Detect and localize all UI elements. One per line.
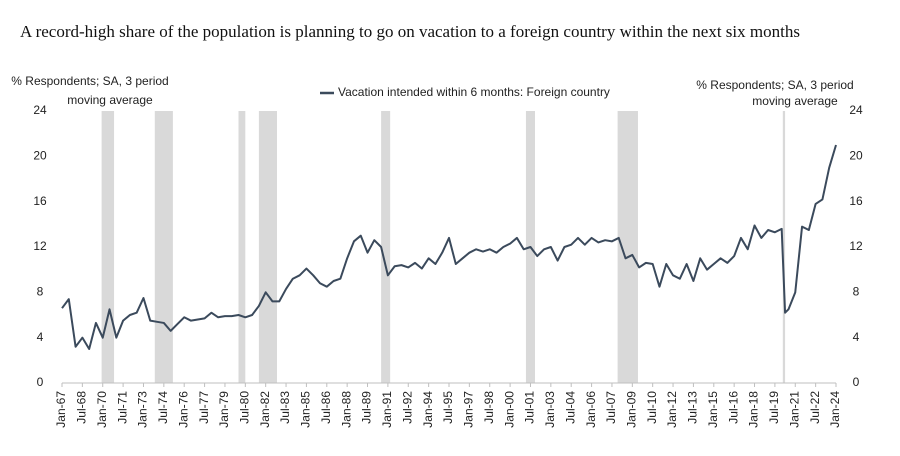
x-tick-label: Jul-83 <box>278 391 292 424</box>
x-tick-label: Jan-24 <box>828 391 842 428</box>
x-tick-label: Jul-19 <box>767 391 781 424</box>
x-tick-label: Jul-86 <box>319 391 333 424</box>
x-tick-label: Jul-13 <box>686 391 700 424</box>
y2-tick-label: 24 <box>849 103 863 117</box>
x-tick-label: Jan-85 <box>299 391 313 428</box>
x-tick-label: Jul-74 <box>156 391 170 424</box>
x-tick-label: Jul-16 <box>726 391 740 424</box>
x-tick-label: Jan-94 <box>421 391 435 428</box>
x-tick-label: Jan-79 <box>217 391 231 428</box>
x-tick-label: Jul-10 <box>645 391 659 424</box>
x-tick-label: Jul-68 <box>75 391 89 424</box>
x-tick-label: Jul-95 <box>441 391 455 424</box>
recession-band <box>238 111 246 383</box>
x-tick-label: Jan-67 <box>54 391 68 428</box>
x-tick-label: Jul-92 <box>400 391 414 424</box>
y-tick-label: 24 <box>33 103 47 117</box>
x-tick-label: Jan-03 <box>543 391 557 428</box>
y2-axis-label: % Respondents; SA, 3 period <box>696 78 853 92</box>
x-tick-label: Jan-91 <box>380 391 394 428</box>
y2-tick-label: 20 <box>849 149 863 163</box>
y-tick-label: 16 <box>33 194 47 208</box>
x-tick-label: Jan-21 <box>787 391 801 428</box>
x-tick-label: Jan-12 <box>665 391 679 428</box>
x-tick-label: Jul-98 <box>482 391 496 424</box>
x-tick-label: Jul-22 <box>808 391 822 424</box>
y2-tick-label: 0 <box>853 375 860 389</box>
x-tick-label: Jul-89 <box>360 391 374 424</box>
y-axis-label: moving average <box>67 93 153 107</box>
y2-tick-label: 12 <box>849 239 863 253</box>
y-tick-label: 20 <box>33 149 47 163</box>
recession-band <box>381 111 391 383</box>
y2-tick-label: 16 <box>849 194 863 208</box>
x-tick-label: Jan-76 <box>176 391 190 428</box>
recession-band <box>154 111 173 383</box>
x-tick-label: Jan-73 <box>136 391 150 428</box>
x-tick-label: Jul-77 <box>197 391 211 424</box>
y-tick-label: 12 <box>33 239 47 253</box>
x-tick-label: Jan-82 <box>258 391 272 428</box>
x-tick-label: Jan-06 <box>584 391 598 428</box>
x-tick-label: Jul-01 <box>523 391 537 424</box>
recession-band <box>782 111 786 383</box>
recession-band <box>101 111 115 383</box>
y2-tick-label: 4 <box>853 330 860 344</box>
x-tick-label: Jul-04 <box>563 391 577 424</box>
y-axis-label: % Respondents; SA, 3 period <box>11 74 168 88</box>
x-tick-label: Jan-00 <box>502 391 516 428</box>
series-line <box>61 144 837 350</box>
x-tick-label: Jan-09 <box>624 391 638 428</box>
y-tick-label: 0 <box>37 375 44 389</box>
x-tick-label: Jan-15 <box>706 391 720 428</box>
y-tick-label: 4 <box>37 330 44 344</box>
x-tick-label: Jan-18 <box>747 391 761 428</box>
chart-title: A record-high share of the population is… <box>20 22 800 41</box>
legend-label: Vacation intended within 6 months: Forei… <box>338 85 610 99</box>
recession-band <box>617 111 638 383</box>
x-tick-label: Jul-07 <box>604 391 618 424</box>
x-tick-label: Jan-97 <box>462 391 476 428</box>
x-tick-label: Jan-88 <box>339 391 353 428</box>
y-tick-label: 8 <box>37 285 44 299</box>
y2-tick-label: 8 <box>853 285 860 299</box>
recession-band <box>258 111 277 383</box>
x-tick-label: Jul-71 <box>115 391 129 424</box>
x-tick-label: Jan-70 <box>95 391 109 428</box>
y2-axis-label: moving average <box>752 94 838 108</box>
x-tick-label: Jul-80 <box>237 391 251 424</box>
